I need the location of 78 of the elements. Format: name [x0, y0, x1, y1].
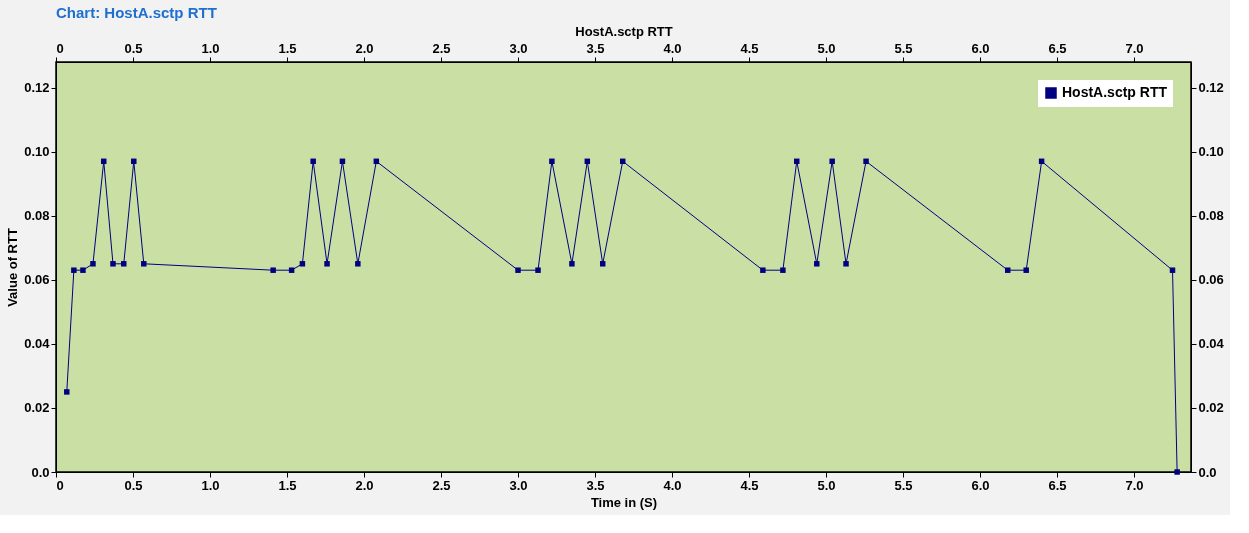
point	[110, 261, 116, 267]
point	[863, 158, 869, 165]
x-tick-label: 6.0	[971, 477, 990, 493]
x-tick-label: 7.0	[1125, 477, 1144, 493]
x-tick-label: 2.0	[355, 477, 374, 493]
point	[141, 261, 147, 267]
x2-tick-label: 2.0	[355, 40, 374, 56]
x-tick-label: 3.5	[586, 477, 605, 493]
point	[299, 261, 306, 267]
y2-tick-label: 0.06	[1198, 272, 1224, 288]
x2-tick-label: 2.5	[432, 40, 451, 56]
point	[843, 261, 849, 267]
y2-tick-label: 0.0	[1198, 464, 1217, 480]
x-tick-label: 4.0	[663, 477, 682, 493]
x2-tick-label: 0	[56, 40, 64, 56]
x2-tick-label: 6.0	[971, 40, 990, 56]
x-tick-label: 5.5	[894, 477, 913, 493]
point	[814, 261, 820, 267]
point	[90, 261, 96, 267]
x2-tick-label: 4.5	[740, 40, 759, 56]
x2-tick-label: 5.5	[894, 40, 913, 56]
y2-tick-label: 0.12	[1198, 80, 1224, 96]
x2-tick-label: 4.0	[663, 40, 682, 56]
x-tick-label: 1.0	[201, 477, 220, 493]
x2-tick-label: 7.0	[1125, 40, 1144, 56]
x-tick-label: 5.0	[817, 477, 836, 493]
x-axis-title: Time in (S)	[590, 494, 658, 510]
point	[64, 389, 70, 395]
x2-tick-label: 6.5	[1048, 40, 1067, 56]
point	[569, 261, 575, 267]
y2-tick-label: 0.08	[1198, 208, 1224, 224]
x2-tick-label: 3.5	[586, 40, 605, 56]
x-tick-label: 2.5	[432, 477, 451, 493]
y2-tick-label: 0.04	[1198, 336, 1225, 352]
point	[1169, 267, 1176, 273]
point	[288, 267, 295, 273]
y2-tick-label: 0.02	[1198, 400, 1224, 416]
point	[71, 267, 77, 273]
x2-tick-label: 1.0	[201, 40, 220, 56]
point	[131, 158, 137, 165]
point	[760, 267, 766, 273]
point	[599, 261, 606, 267]
point	[80, 267, 86, 273]
y-axis-title: Value of RTT	[5, 228, 21, 307]
point	[1174, 469, 1180, 475]
x2-tick-label: 5.0	[817, 40, 836, 56]
y-tick-label: 0.0	[31, 464, 50, 480]
y-tick-label: 0.10	[24, 144, 50, 160]
point	[829, 158, 835, 165]
point	[1023, 267, 1029, 273]
point	[1005, 267, 1011, 273]
point	[780, 267, 786, 273]
point	[549, 158, 555, 165]
y-tick-label: 0.08	[24, 208, 50, 224]
y-tick-label: 0.02	[24, 400, 50, 416]
y-tick-label: 0.12	[24, 80, 50, 96]
x2-axis-title: HostA.sctp RTT	[575, 23, 673, 39]
y-tick-label: 0.04	[24, 336, 51, 352]
point	[310, 158, 316, 165]
point	[324, 261, 330, 267]
point	[355, 261, 361, 267]
x-tick-label: 6.5	[1048, 477, 1067, 493]
x-tick-label: 0	[56, 477, 64, 493]
point	[121, 261, 127, 267]
x2-tick-label: 1.5	[278, 40, 297, 56]
x2-tick-label: 3.0	[509, 40, 528, 56]
x-tick-label: 4.5	[740, 477, 759, 493]
y2-tick-label: 0.10	[1198, 144, 1224, 160]
point	[270, 267, 276, 273]
legend-label: HostA.sctp RTT	[1062, 84, 1168, 100]
x-tick-label: 3.0	[509, 477, 528, 493]
point	[535, 267, 541, 273]
x2-tick-label: 0.5	[124, 40, 143, 56]
x-tick-label: 1.5	[278, 477, 297, 493]
y-tick-label: 0.06	[24, 272, 50, 288]
point	[515, 267, 521, 273]
chart-title: Chart: HostA.sctp RTT	[56, 4, 217, 21]
x-tick-label: 0.5	[124, 477, 143, 493]
